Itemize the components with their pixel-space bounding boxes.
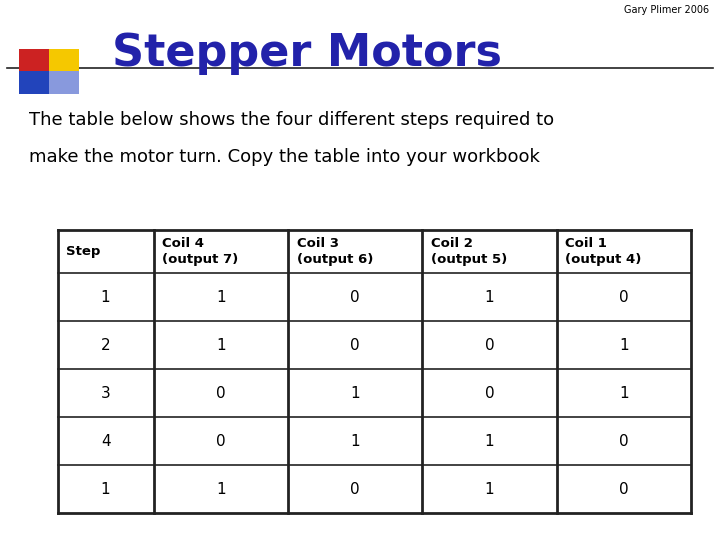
Text: 1: 1 bbox=[485, 482, 495, 496]
Text: 1: 1 bbox=[101, 482, 110, 496]
Text: 0: 0 bbox=[619, 434, 629, 449]
Text: 1: 1 bbox=[351, 386, 360, 401]
Text: 0: 0 bbox=[351, 338, 360, 353]
Text: Coil 3
(output 6): Coil 3 (output 6) bbox=[297, 237, 373, 266]
Text: 0: 0 bbox=[351, 289, 360, 305]
Text: 4: 4 bbox=[101, 434, 110, 449]
Text: The table below shows the four different steps required to: The table below shows the four different… bbox=[29, 111, 554, 129]
Text: Step: Step bbox=[66, 245, 101, 258]
Text: 1: 1 bbox=[619, 338, 629, 353]
Text: 0: 0 bbox=[619, 482, 629, 496]
Text: Stepper Motors: Stepper Motors bbox=[112, 32, 502, 76]
Text: 0: 0 bbox=[216, 434, 225, 449]
Text: Coil 4
(output 7): Coil 4 (output 7) bbox=[162, 237, 238, 266]
Text: 2: 2 bbox=[101, 338, 110, 353]
Text: Coil 1
(output 4): Coil 1 (output 4) bbox=[565, 237, 642, 266]
Text: Coil 2
(output 5): Coil 2 (output 5) bbox=[431, 237, 508, 266]
Text: 1: 1 bbox=[485, 434, 495, 449]
Text: 0: 0 bbox=[619, 289, 629, 305]
Text: 1: 1 bbox=[216, 482, 225, 496]
Text: 1: 1 bbox=[485, 289, 495, 305]
Text: make the motor turn. Copy the table into your workbook: make the motor turn. Copy the table into… bbox=[29, 148, 540, 166]
Text: 1: 1 bbox=[101, 289, 110, 305]
Text: 3: 3 bbox=[101, 386, 110, 401]
Text: 0: 0 bbox=[351, 482, 360, 496]
Text: 1: 1 bbox=[619, 386, 629, 401]
Text: 0: 0 bbox=[216, 386, 225, 401]
Text: 0: 0 bbox=[485, 386, 495, 401]
Text: 1: 1 bbox=[216, 289, 225, 305]
Text: 1: 1 bbox=[216, 338, 225, 353]
Text: 0: 0 bbox=[485, 338, 495, 353]
Text: 1: 1 bbox=[351, 434, 360, 449]
Text: Gary Plimer 2006: Gary Plimer 2006 bbox=[624, 5, 709, 16]
